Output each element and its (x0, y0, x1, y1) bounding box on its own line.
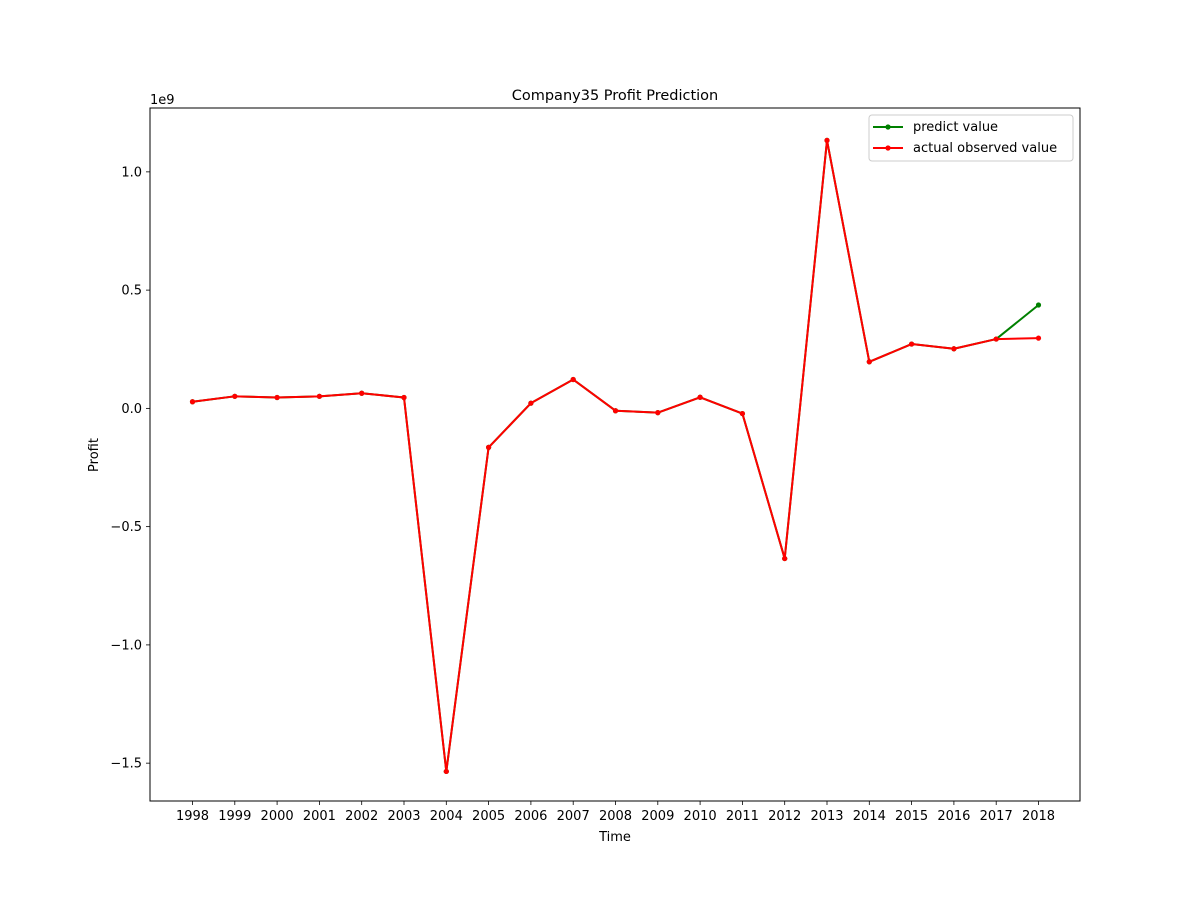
data-point-actual (655, 410, 661, 416)
data-point-actual (486, 444, 492, 450)
x-tick-label: 2015 (895, 809, 928, 824)
x-tick-label: 2011 (726, 809, 759, 824)
data-point-actual (951, 346, 957, 352)
x-tick-label: 2016 (937, 809, 970, 824)
y-axis-label: Profit (87, 438, 102, 472)
y-tick-label: −1.0 (110, 638, 142, 653)
axes: 1998 1999 2000 2001 2002 2003 2004 2005 2006 2007… (110, 165, 1055, 824)
data-point-actual (993, 336, 999, 342)
x-tick-label: 2008 (599, 809, 632, 824)
data-point-actual (570, 376, 576, 383)
y-tick-label: 0.5 (121, 284, 142, 299)
data-point-actual (612, 408, 619, 414)
y-tick-label: −1.5 (110, 757, 142, 772)
x-tick-label: 2007 (557, 809, 590, 824)
data-point-actual (782, 555, 788, 562)
x-tick-label: 2009 (641, 809, 674, 824)
x-tick-label: 2017 (980, 809, 1013, 824)
x-tick-label: 2013 (810, 809, 843, 824)
x-tick-label: 2018 (1022, 809, 1055, 824)
x-tick-label: 2006 (514, 809, 547, 824)
data-point-actual (697, 394, 703, 400)
data-point-actual (316, 393, 322, 399)
legend-entry-predict: predict value (873, 120, 998, 135)
legend: predict value actual observed value (868, 114, 1074, 162)
plot-frame (149, 107, 1081, 802)
data-point-actual (401, 394, 407, 401)
chart-title: Company35 Profit Prediction (512, 88, 719, 104)
data-point-actual (866, 359, 872, 365)
data-point-predict (1035, 302, 1042, 308)
plot-border (149, 107, 1081, 802)
x-tick-label: 2014 (853, 809, 886, 824)
x-tick-label: 1998 (176, 809, 209, 824)
x-tick-label: 2010 (684, 809, 717, 824)
y-tick-label: 0.0 (121, 402, 142, 417)
data-point-actual (909, 341, 915, 347)
data-point-actual (443, 768, 449, 775)
x-tick-label: 2002 (345, 809, 378, 824)
x-tick-label: 2012 (768, 809, 801, 824)
x-tick-label: 2005 (472, 809, 505, 824)
x-tick-label: 2003 (387, 809, 420, 824)
legend-label-actual: actual observed value (913, 141, 1057, 156)
legend-marker-predict (885, 124, 891, 130)
data-point-actual (528, 400, 534, 406)
legend-label-predict: predict value (913, 120, 998, 135)
data-point-actual (189, 399, 196, 405)
y-axis-offset-label: 1e9 (150, 93, 175, 108)
y-tick-label: 1.0 (121, 165, 142, 180)
data-point-actual (359, 390, 365, 396)
x-tick-label: 1999 (218, 809, 251, 824)
x-axis-label: Time (598, 830, 631, 845)
data-point-actual (739, 410, 746, 417)
x-tick-label: 2000 (261, 809, 294, 824)
data-point-actual (824, 137, 830, 143)
x-tick-label: 2004 (430, 809, 463, 824)
legend-entry-actual: actual observed value (873, 141, 1057, 156)
series-layer (189, 137, 1042, 775)
y-tick-label: −0.5 (110, 520, 142, 535)
data-point-actual (274, 394, 280, 401)
legend-box (868, 114, 1074, 162)
legend-marker-actual (885, 145, 891, 151)
data-point-actual (232, 393, 238, 399)
x-tick-label: 2001 (303, 809, 336, 824)
data-point-actual (1035, 335, 1042, 341)
